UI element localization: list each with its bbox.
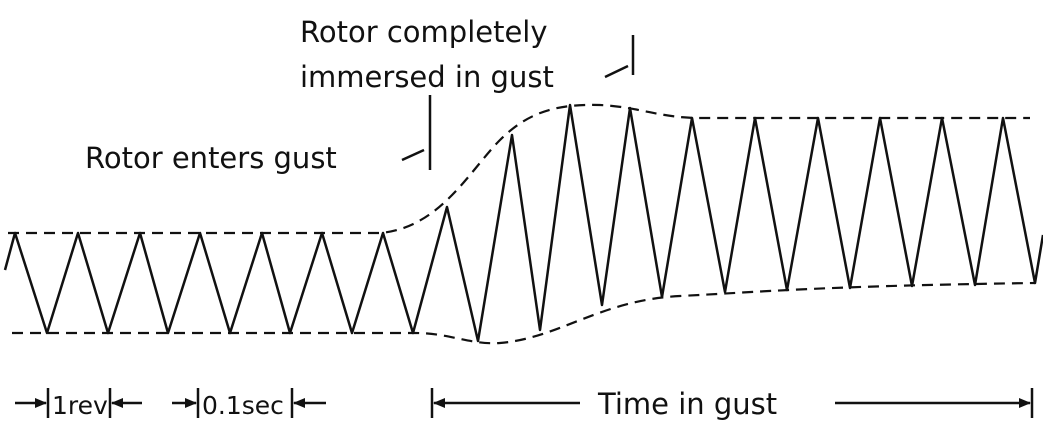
gust-label: Time in gust: [597, 387, 777, 421]
waveform: [3, 103, 1043, 343]
scale-bars: 1rev 0.1sec Time in gust: [15, 387, 1034, 421]
immersed-label-2: immersed in gust: [300, 60, 554, 94]
enters-label: Rotor enters gust: [85, 141, 337, 175]
immersed-leader: [604, 64, 629, 79]
immersed-label-1: Rotor completely: [300, 15, 548, 49]
upper-envelope: [8, 103, 1030, 235]
enters-leader: [401, 148, 425, 162]
time-label: 0.1sec: [202, 391, 284, 420]
wave-path: [3, 103, 1043, 343]
rev-label: 1rev: [52, 391, 108, 420]
lower-envelope: [12, 281, 1036, 345]
